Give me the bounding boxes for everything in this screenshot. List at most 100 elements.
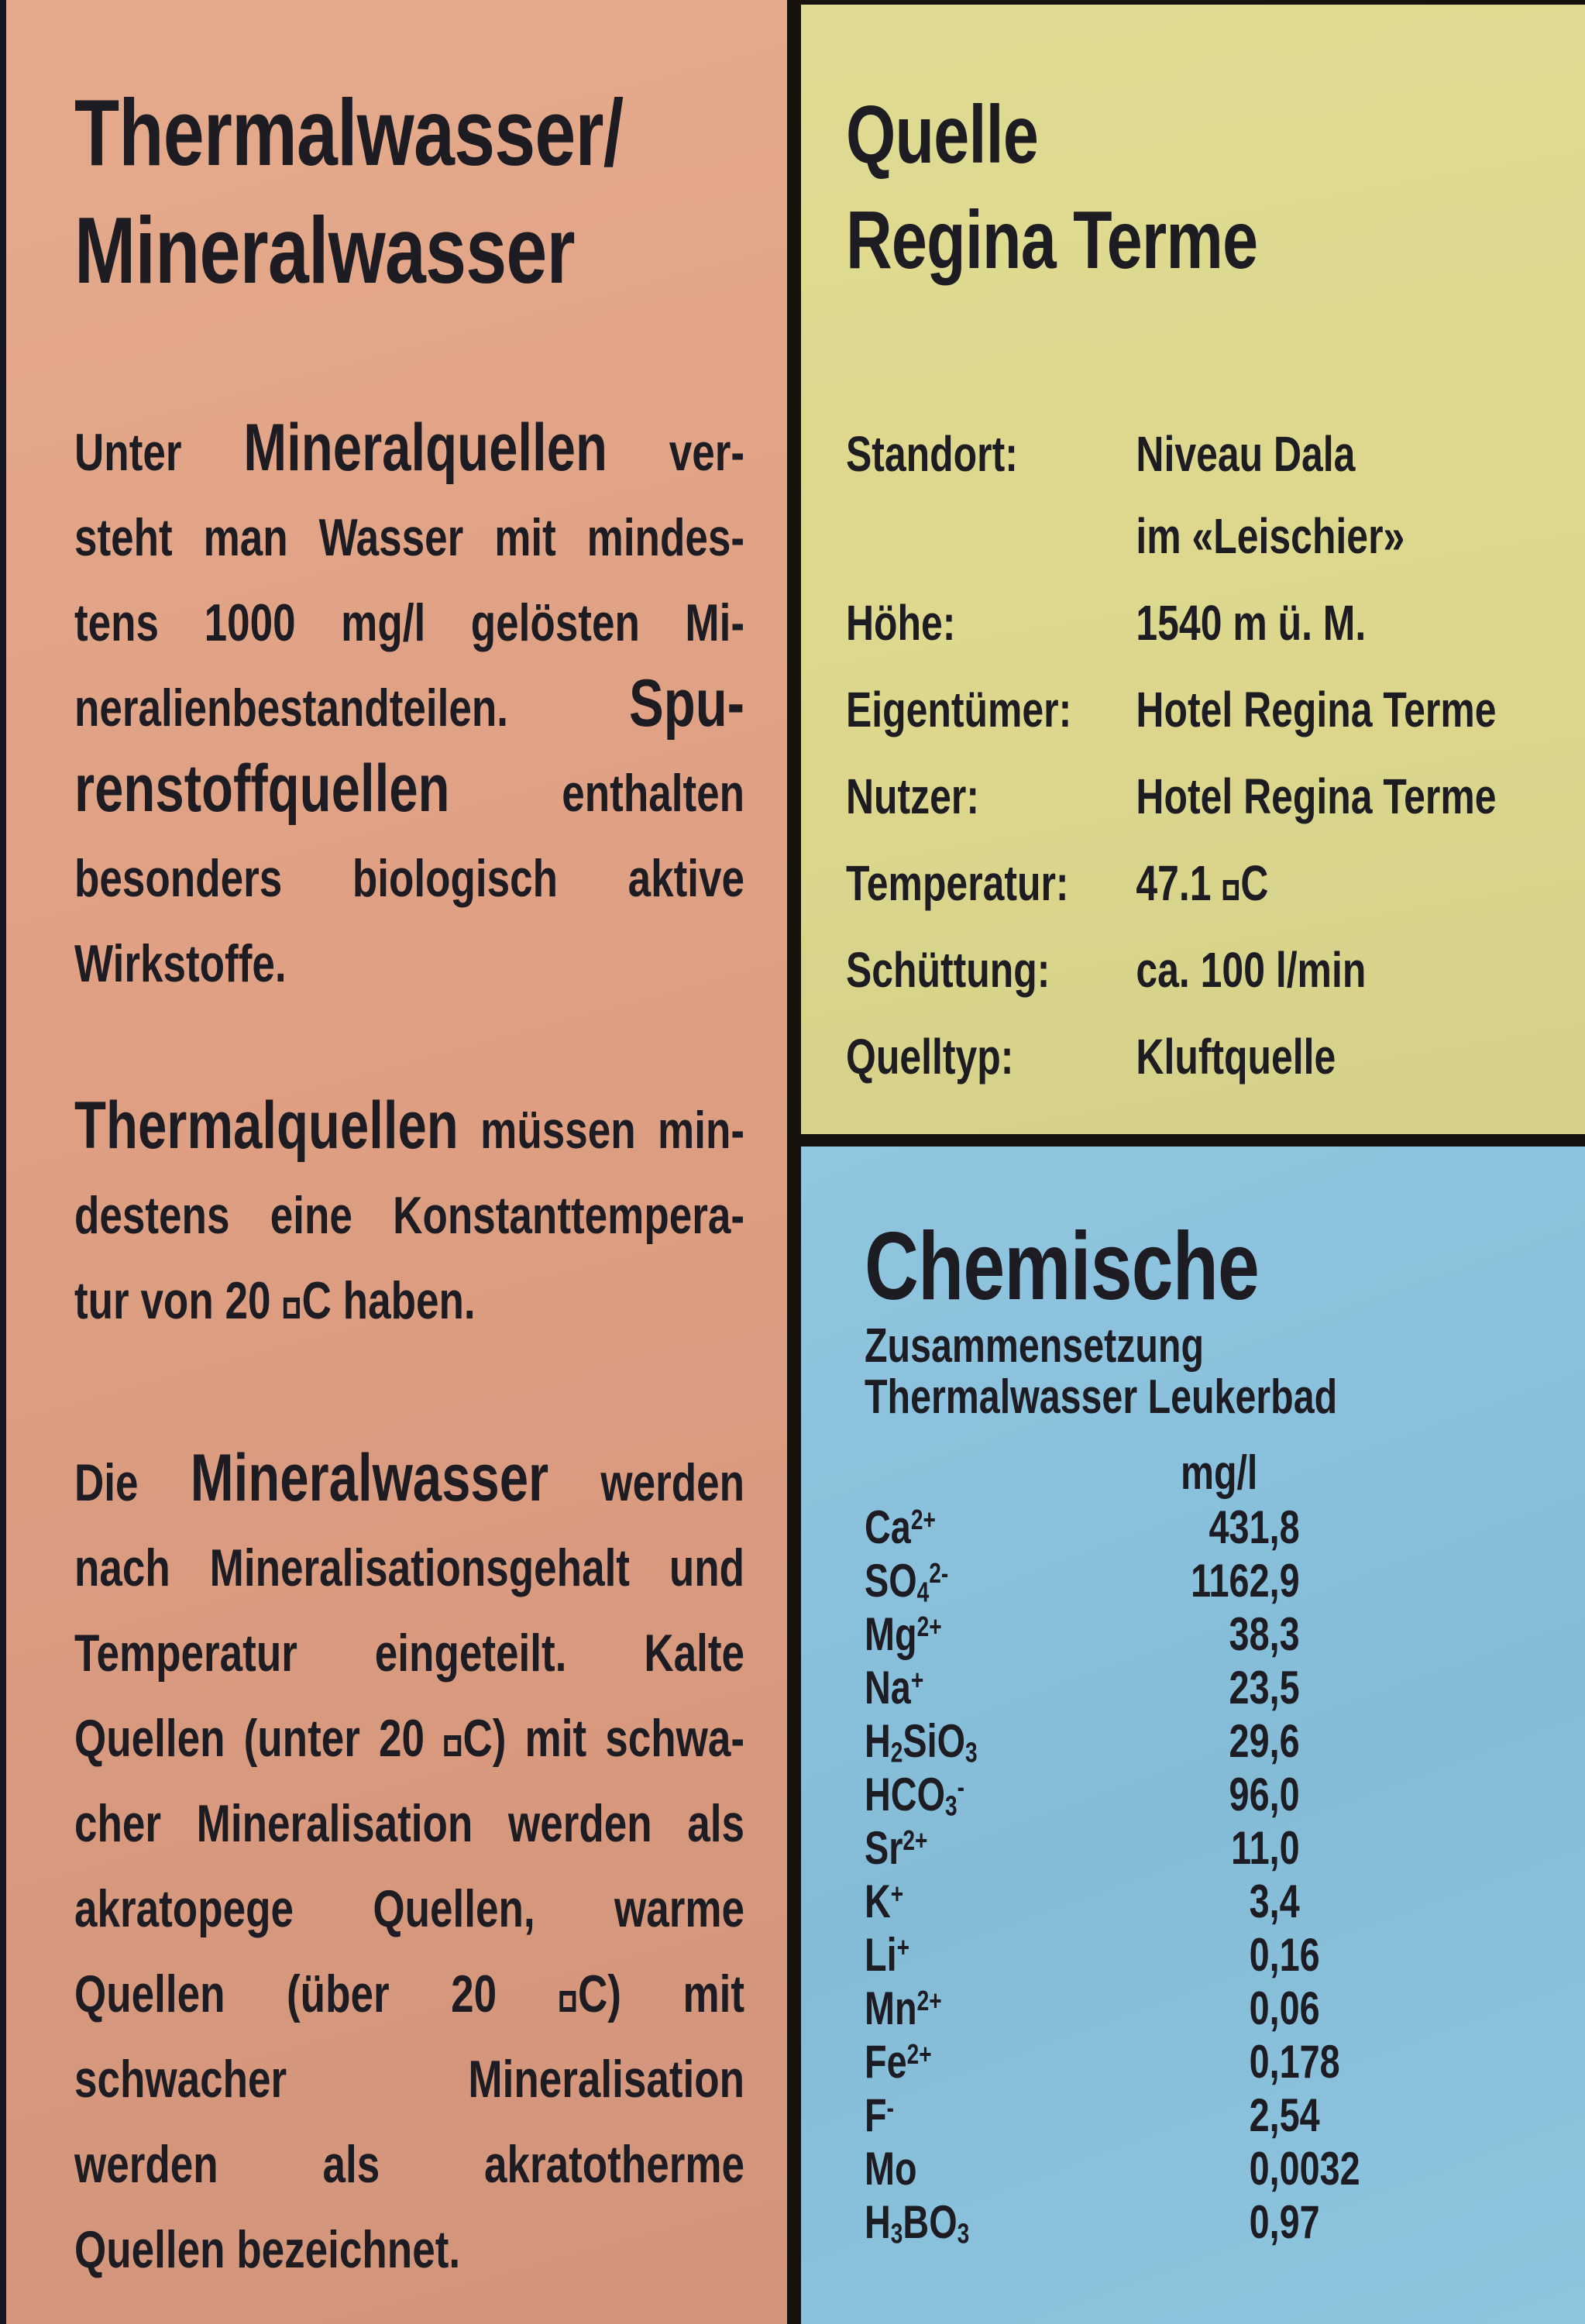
panel-title-line-1: Thermalwasser/	[74, 80, 624, 185]
text-line: akratopege Quellen, warme	[74, 1866, 744, 1951]
info-value-line: im «Leischier»	[1136, 508, 1405, 564]
chem-row: F- 2,54	[865, 2089, 1566, 2142]
body-text: tur von 20 C haben.	[74, 1271, 476, 1330]
info-row: Quelltyp: Kluftquelle	[846, 1016, 1548, 1098]
info-label: Höhe:	[846, 595, 956, 651]
chem-value-fraction: ,4	[1269, 1875, 1300, 1927]
info-label: Temperatur:	[846, 855, 1069, 911]
body-text: steht man Wasser mit mindes-	[74, 508, 745, 567]
info-value: Hotel Regina Terme	[1136, 669, 1548, 751]
body-text: enthalten	[449, 764, 745, 823]
chem-formula: H2SiO3	[865, 1715, 978, 1769]
text-line: neralienbestandteilen. Spu-	[74, 665, 744, 751]
info-value: Hotel Regina Terme	[1136, 755, 1548, 837]
text-line: destens eine Konstanttempera-	[74, 1173, 744, 1258]
chem-value-fraction: ,0	[1269, 1822, 1300, 1874]
chem-value-fraction: ,6	[1269, 1715, 1300, 1767]
body-text: Quellen bezeichnet.	[74, 2220, 461, 2279]
body-text: besonders biologisch aktive	[74, 849, 745, 908]
chem-row: Sr2+ 11,0	[865, 1821, 1566, 1875]
chem-value-integer: 0	[1249, 2036, 1270, 2088]
keyword-emphasis: Mineralwasser	[190, 1441, 549, 1515]
body-text: Quellen (über 20 C) mit	[74, 1965, 745, 2023]
chem-formula: Na+	[865, 1662, 924, 1714]
body-text: cher Mineralisation werden als	[74, 1794, 745, 1853]
paragraph: Thermalquellen müssen min-destens eine K…	[74, 1088, 744, 1343]
degree-box-glyph	[283, 1297, 301, 1318]
chem-value-integer: 11	[1231, 1822, 1270, 1874]
chem-formula: H3BO3	[865, 2196, 970, 2250]
info-value-line: 1540 m ü. M.	[1136, 595, 1367, 651]
quelle-regina-terme-panel: Quelle Regina Terme Standort: Niveau Dala…	[801, 0, 1585, 1134]
info-value: 1540 m ü. M.	[1136, 582, 1548, 664]
chem-formula: Sr2+	[865, 1822, 928, 1874]
chem-value-integer: 431	[1209, 1501, 1270, 1553]
body-text: Temperatur eingeteilt. Kalte	[74, 1624, 745, 1683]
chem-row: Na+ 23,5	[865, 1661, 1566, 1714]
text-line: cher Mineralisation werden als	[74, 1781, 744, 1866]
degree-box-glyph	[444, 1734, 461, 1756]
degree-box-glyph	[1222, 880, 1239, 900]
body-text: Die	[74, 1453, 191, 1512]
chem-value-integer: 38	[1229, 1608, 1270, 1660]
chem-value-integer: 96	[1229, 1769, 1270, 1820]
text-line: Temperatur eingeteilt. Kalte	[74, 1611, 744, 1696]
degree-box-glyph	[559, 1990, 576, 2012]
chemie-content: Chemische Zusammensetzung Thermalwasser …	[865, 1212, 1566, 2249]
chem-row: Mn2+ 0,06	[865, 1982, 1566, 2035]
chem-row: Ca2+ 431,8	[865, 1501, 1566, 1554]
info-label: Nutzer:	[846, 768, 979, 824]
text-line: Wirkstoffe.	[74, 921, 744, 1006]
chemical-table: Ca2+ 431,8 SO42- 1162,9 Mg2+ 38,3 Na+ 23,5 H2SiO…	[865, 1501, 1566, 2249]
quelle-title-line-2: Regina Terme	[846, 194, 1258, 286]
panel-divider-vertical	[787, 0, 801, 2324]
chem-formula: K+	[865, 1875, 904, 1927]
body-text: Unter	[74, 423, 244, 482]
thermal-mineral-content: Thermalwasser/ Mineralwasser Unter Miner…	[74, 74, 744, 2292]
quelle-content: Quelle Regina Terme Standort: Niveau Dala…	[846, 82, 1548, 1098]
keyword-emphasis: Spu-	[628, 666, 745, 741]
definition-paragraphs: Unter Mineralquellen ver-steht man Wasse…	[74, 410, 744, 2292]
chem-row: HCO3- 96,0	[865, 1768, 1566, 1821]
chem-formula: HCO3-	[865, 1769, 964, 1822]
chem-formula: Mo	[865, 2143, 917, 2195]
body-text: müssen min-	[458, 1101, 745, 1160]
chem-value-integer: 0	[1249, 2143, 1270, 2195]
text-line: Thermalquellen müssen min-	[74, 1088, 744, 1173]
body-text: neralienbestandteilen.	[74, 679, 629, 737]
text-line: nach Mineralisationsgehalt und	[74, 1525, 744, 1611]
body-text: akratopege Quellen, warme	[74, 1879, 745, 1938]
chem-formula: F-	[865, 2089, 894, 2141]
chem-row: Mg2+ 38,3	[865, 1607, 1566, 1661]
text-line: werden als akratotherme	[74, 2122, 744, 2207]
text-line: tens 1000 mg/l gelösten Mi-	[74, 580, 744, 665]
info-value: ca. 100 l/min	[1136, 929, 1548, 1011]
info-row: Standort: Niveau Dala im «Leischier»	[846, 413, 1548, 577]
info-value: 47.1 C	[1136, 842, 1548, 924]
chem-value-integer: 1162	[1191, 1555, 1270, 1607]
quelle-fact-list: Standort: Niveau Dala im «Leischier» Höhe: 1…	[846, 413, 1548, 1098]
chem-value-fraction: ,0032	[1269, 2143, 1360, 2195]
chem-row: Li+ 0,16	[865, 1928, 1566, 1982]
chem-value-integer: 29	[1229, 1715, 1270, 1767]
text-line: Quellen (über 20 C) mit	[74, 1951, 744, 2037]
keyword-emphasis: renstoffquellen	[74, 751, 450, 826]
body-text: tens 1000 mg/l gelösten Mi-	[74, 593, 745, 652]
text-line: Die Mineralwasser werden	[74, 1440, 744, 1525]
chem-row: SO42- 1162,9	[865, 1554, 1566, 1607]
info-value-line: Hotel Regina Terme	[1136, 768, 1497, 824]
chem-value-integer: 0	[1249, 1982, 1270, 2034]
chem-formula: Mg2+	[865, 1608, 942, 1660]
chem-value-integer: 0	[1249, 2196, 1270, 2248]
quelle-title: Quelle Regina Terme	[846, 82, 1548, 293]
chemie-subtitle-1: Zusammensetzung	[865, 1319, 1205, 1373]
text-line: Quellen (unter 20 C) mit schwa-	[74, 1696, 744, 1781]
panel-title-line-2: Mineralwasser	[74, 198, 576, 303]
text-line: besonders biologisch aktive	[74, 836, 744, 921]
chem-value-integer: 2	[1249, 2089, 1270, 2141]
info-value-line: ca. 100 l/min	[1136, 942, 1367, 998]
chem-formula: Ca2+	[865, 1501, 936, 1553]
chem-value-fraction: ,8	[1269, 1501, 1300, 1553]
body-text: Wirkstoffe.	[74, 934, 287, 993]
text-line: renstoffquellen enthalten	[74, 751, 744, 836]
